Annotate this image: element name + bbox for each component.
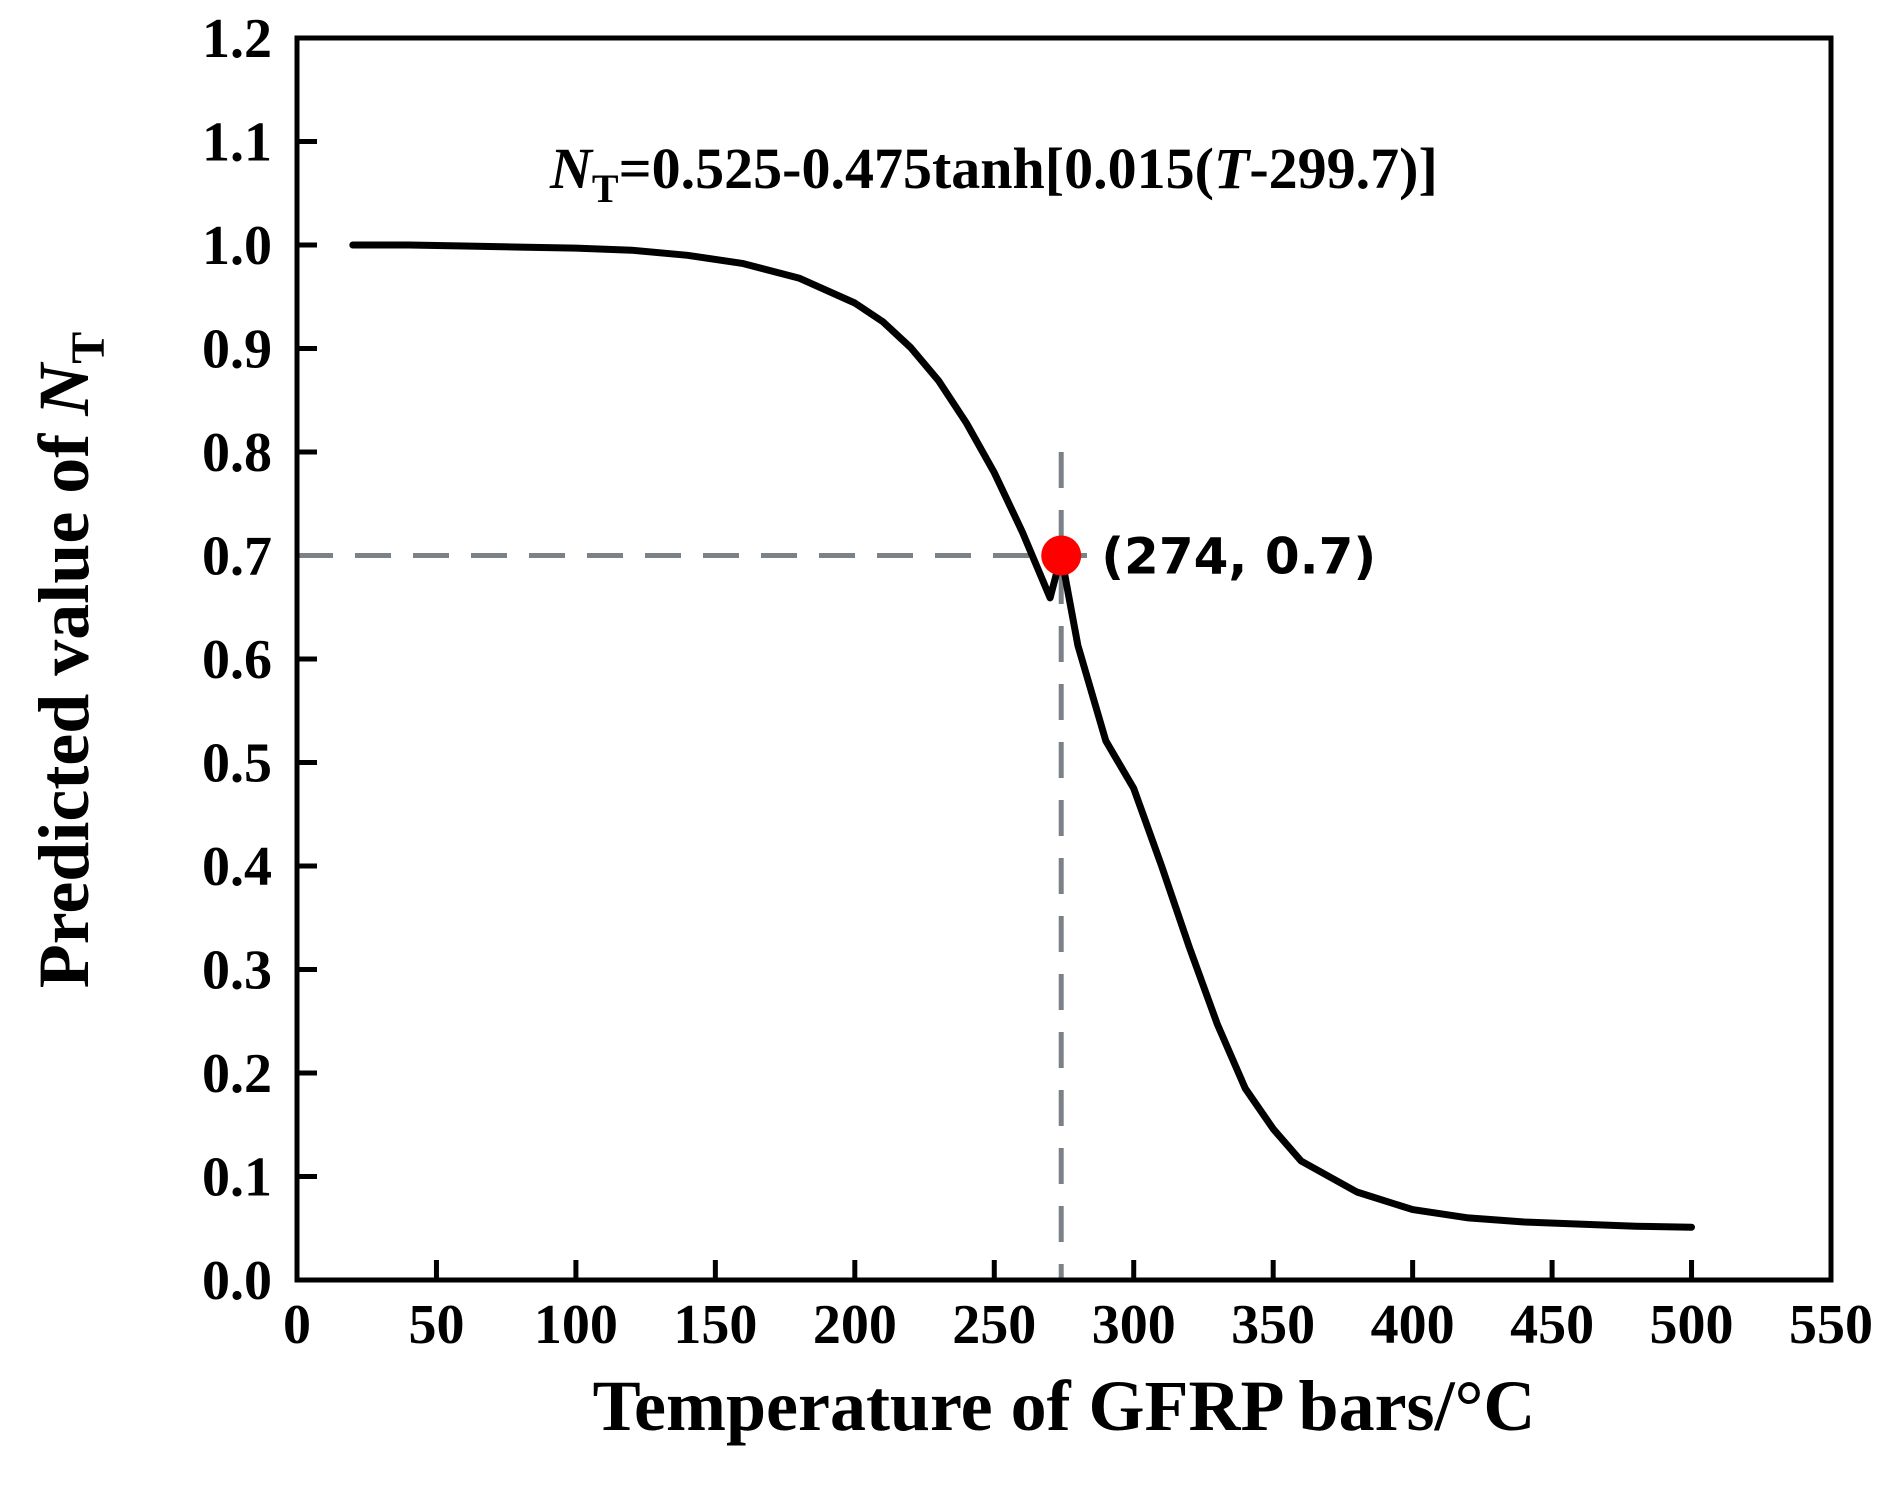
x-tick-label: 300: [1092, 1294, 1176, 1356]
x-tick-label: 550: [1789, 1294, 1873, 1356]
y-tick-label: 0.9: [202, 319, 272, 381]
y-tick-label: 0.8: [202, 422, 272, 484]
axis-ticks: [294, 35, 1834, 1283]
equation-sub: T: [592, 166, 619, 211]
y-tick-label: 0.4: [202, 836, 272, 898]
x-tick-label: 350: [1231, 1294, 1315, 1356]
highlight-point-label: (274, 0.7): [1101, 528, 1376, 586]
y-tick-label: 0.0: [202, 1250, 272, 1312]
y-tick-label: 0.3: [202, 940, 272, 1002]
x-tick-label: 100: [534, 1294, 618, 1356]
y-tick-label: 0.7: [202, 526, 272, 588]
x-tick-labels: 0 50 100 150 200 250 300 350 400 450 500 550: [283, 1294, 1873, 1356]
y-tick-label: 1.1: [202, 112, 272, 174]
x-tick-label: 400: [1371, 1294, 1455, 1356]
y-axis-title-var: N: [24, 361, 104, 417]
x-axis-title: Temperature of GFRP bars/°C: [593, 1366, 1536, 1446]
equation-annotation: NT=0.525-0.475tanh[0.015(T-299.7)]: [549, 136, 1438, 211]
x-tick-label: 0: [283, 1294, 311, 1356]
highlight-point: [1041, 535, 1082, 576]
reference-lines: [297, 452, 1092, 1280]
y-tick-labels: 0.0 0.1 0.2 0.3 0.4 0.5 0.6 0.7 0.8 0.9 1.0 1.1 1.2: [202, 8, 272, 1312]
x-tick-label: 500: [1650, 1294, 1734, 1356]
x-tick-label: 50: [408, 1294, 464, 1356]
y-tick-label: 1.0: [202, 215, 272, 277]
y-axis-title: Predicted value of NT: [24, 332, 115, 989]
x-tick-label: 150: [673, 1294, 757, 1356]
y-axis-title-sub: T: [62, 332, 115, 364]
y-tick-label: 0.5: [202, 733, 272, 795]
y-tick-label: 0.2: [202, 1043, 272, 1105]
y-axis-title-prefix: Predicted value of: [24, 416, 104, 989]
equation-var: N: [549, 136, 594, 201]
equation-t-var: T: [1214, 136, 1252, 201]
x-tick-label: 200: [813, 1294, 897, 1356]
y-tick-label: 0.1: [202, 1147, 272, 1209]
x-tick-label: 450: [1510, 1294, 1594, 1356]
equation-part1: =0.525-0.475tanh[0.015(: [619, 136, 1214, 201]
series-line: [349, 241, 1695, 1231]
x-tick-label: 250: [952, 1294, 1036, 1356]
plot-frame: [294, 35, 1834, 1283]
y-tick-label: 1.2: [202, 8, 272, 70]
y-tick-label: 0.6: [202, 629, 272, 691]
equation-part2: -299.7)]: [1249, 136, 1437, 201]
